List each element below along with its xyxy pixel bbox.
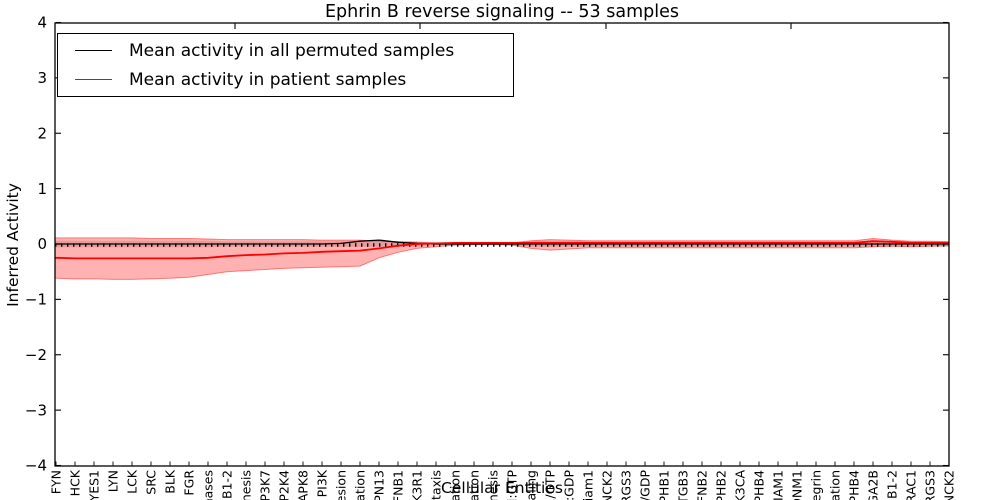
x-category-label: regulation of stress fiber formation: [466, 470, 481, 500]
x-category-label: PIK3CA: [732, 470, 747, 500]
x-category-label: Ephrin B1/EPHB1-2/Src Family Kinases: [200, 470, 215, 500]
x-category-label: FGR: [181, 470, 196, 496]
x-category-label: EFNB2: [694, 470, 709, 500]
x-category-label: Ephrin B1/EPHB1-2/NCK2: [599, 470, 614, 500]
x-category-label: EPHB1: [656, 470, 671, 500]
x-category-label: Ephrin B2/EPHB1-2: [884, 470, 899, 500]
x-category-label: mol:GTP: [504, 470, 519, 500]
patient-line-swatch-icon: [75, 79, 112, 80]
x-category-label: endothelial cell migration: [352, 470, 367, 500]
legend-entry-patient: Mean activity in patient samples: [58, 65, 513, 94]
x-category-label: Ephrin B2/EPHB4: [846, 470, 861, 500]
y-axis-label: Inferred Activity: [4, 183, 22, 307]
x-category-label: RAC1: [903, 470, 918, 500]
x-category-label: regulation of focal adhesion formation: [447, 470, 462, 500]
x-category-label: BLK: [162, 469, 177, 494]
x-category-label: SRC: [143, 470, 158, 495]
x-category-label: ITGB3: [675, 470, 690, 500]
x-category-label: HCK: [67, 469, 82, 496]
x-category-label: MAP3K7: [257, 470, 272, 500]
x-category-label: mol:GDP: [561, 470, 576, 500]
x-category-label: YES1: [86, 470, 101, 500]
x-category-label: LCK: [124, 469, 139, 494]
x-category-label: PIK3R1: [409, 470, 424, 500]
x-category-label: EPHB4: [751, 470, 766, 500]
x-category-label: LYN: [105, 470, 120, 492]
legend-box: Mean activity in all permuted samples Me…: [57, 33, 514, 97]
y-tick-label: −1: [25, 291, 47, 309]
x-category-label: Rac1/GTP: [542, 470, 557, 500]
x-category-label: chemotaxis: [428, 470, 443, 500]
x-category-label: Ephrin B1/EPHB1-2: [219, 470, 234, 500]
x-category-label: EFNB1: [390, 470, 405, 500]
x-category-label: alphaIIb/beta3 Integrin: [808, 470, 823, 500]
x-category-label: PTPN13: [371, 470, 386, 500]
patient-band: [55, 237, 949, 280]
x-category-label: Ephrin B1/EPHB1-2/RGS3: [618, 470, 633, 500]
x-category-label: RGS3: [922, 470, 937, 500]
legend-label-permuted: Mean activity in all permuted samples: [129, 40, 455, 61]
permuted-line-swatch-icon: [75, 50, 112, 51]
y-tick-label: −4: [25, 457, 47, 475]
x-category-label: ITGA2B: [865, 470, 880, 500]
y-tick-label: −2: [25, 346, 47, 364]
x-category-label: Rac1/GDP: [637, 470, 652, 500]
x-category-label: cell-cell signaling: [523, 470, 538, 500]
permuted-mean-line: [55, 239, 949, 245]
y-tick-label: 0: [37, 235, 47, 253]
x-axis-label: Cellular Entities: [441, 479, 563, 497]
x-category-label: cell adhesion: [333, 470, 348, 500]
y-tick-label: 1: [37, 180, 47, 198]
x-category-label: DNM1: [789, 470, 804, 500]
y-tick-label: 4: [37, 14, 47, 32]
x-category-label: PI3K: [314, 469, 329, 497]
x-category-label: Ephrin B1/EPHB1-2/Tiam1: [580, 470, 595, 500]
x-category-label: MAPK8: [295, 470, 310, 500]
x-category-label: EPHB2: [713, 470, 728, 500]
x-category-label: NCK2: [941, 470, 956, 500]
chart-title: Ephrin B reverse signaling -- 53 samples: [324, 2, 680, 22]
x-category-label: neuron projection morphogenesis: [485, 470, 500, 500]
legend-label-patient: Mean activity in patient samples: [129, 69, 407, 90]
x-category-label: TIAM1: [770, 470, 785, 500]
y-tick-label: −3: [25, 401, 47, 419]
x-category-label: MAP2K4: [276, 470, 291, 500]
legend-entry-permuted: Mean activity in all permuted samples: [58, 36, 513, 65]
x-category-label: FYN: [48, 470, 63, 494]
x-category-label: endothelial cell proliferation: [827, 470, 842, 500]
plot-frame: [54, 22, 950, 467]
y-tick-label: 2: [37, 124, 47, 142]
x-category-label: angiogenesis: [238, 470, 253, 500]
y-tick-label: 3: [37, 69, 47, 87]
patient-mean-line: [55, 240, 949, 260]
